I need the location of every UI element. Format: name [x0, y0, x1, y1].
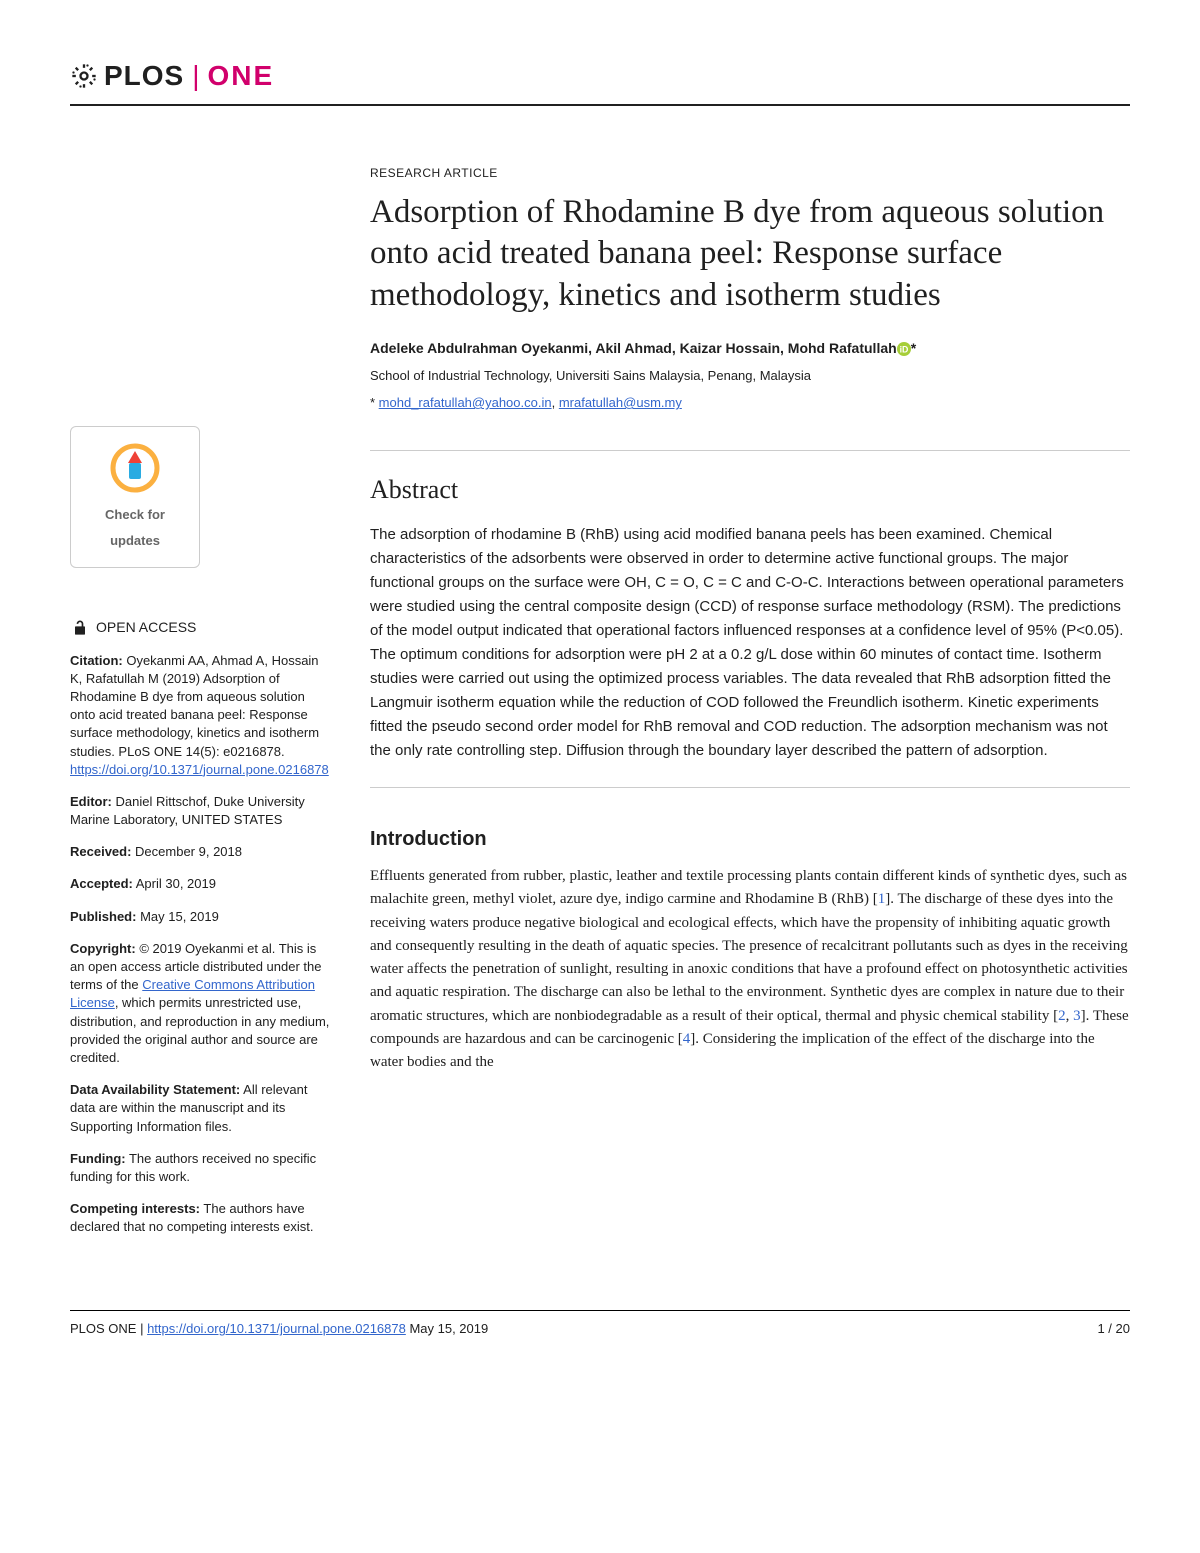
competing-block: Competing interests: The authors have de…: [70, 1200, 330, 1236]
intro-text-2: ]. The discharge of these dyes into the …: [370, 891, 1128, 1023]
affiliation: School of Industrial Technology, Univers…: [370, 368, 1130, 383]
editor-block: Editor: Daniel Rittschof, Duke Universit…: [70, 793, 330, 829]
footer-journal: PLOS ONE |: [70, 1321, 147, 1336]
received-text: December 9, 2018: [131, 844, 242, 859]
intro-text-3: ,: [1066, 1008, 1074, 1024]
citation-label: Citation:: [70, 653, 123, 668]
data-availability-block: Data Availability Statement: All relevan…: [70, 1081, 330, 1136]
journal-header: PLOS | ONE: [70, 60, 1130, 106]
logo-one-text: ONE: [208, 60, 275, 92]
crossmark-icon: [110, 443, 160, 493]
article-type: RESEARCH ARTICLE: [370, 166, 1130, 180]
published-block: Published: May 15, 2019: [70, 908, 330, 926]
footer-left: PLOS ONE | https://doi.org/10.1371/journ…: [70, 1321, 488, 1336]
ref-link-2[interactable]: 2: [1058, 1008, 1066, 1024]
authors-line: Adeleke Abdulrahman Oyekanmi, Akil Ahmad…: [370, 340, 1130, 356]
footer-date: May 15, 2019: [406, 1321, 488, 1336]
received-label: Received:: [70, 844, 131, 859]
published-label: Published:: [70, 909, 136, 924]
data-label: Data Availability Statement:: [70, 1082, 240, 1097]
abstract-heading: Abstract: [370, 450, 1130, 505]
funding-block: Funding: The authors received no specifi…: [70, 1150, 330, 1186]
copyright-label: Copyright:: [70, 941, 136, 956]
authors-names: Adeleke Abdulrahman Oyekanmi, Akil Ahmad…: [370, 340, 897, 356]
open-access-badge: OPEN ACCESS: [70, 618, 330, 638]
introduction-paragraph: Effluents generated from rubber, plastic…: [370, 865, 1130, 1074]
check-updates-line2: updates: [91, 532, 179, 550]
abstract-text: The adsorption of rhodamine B (RhB) usin…: [370, 523, 1130, 788]
editor-label: Editor:: [70, 794, 112, 809]
copyright-block: Copyright: © 2019 Oyekanmi et al. This i…: [70, 940, 330, 1067]
plos-gear-icon: [70, 62, 98, 90]
corresp-email-1[interactable]: mohd_rafatullah@yahoo.co.in: [379, 395, 552, 410]
check-updates-line1: Check for: [91, 506, 179, 524]
citation-block: Citation: Oyekanmi AA, Ahmad A, Hossain …: [70, 652, 330, 779]
page-footer: PLOS ONE | https://doi.org/10.1371/journ…: [70, 1310, 1130, 1336]
funding-label: Funding:: [70, 1151, 126, 1166]
ref-link-3[interactable]: 3: [1073, 1008, 1081, 1024]
lock-open-icon: [70, 618, 90, 638]
competing-label: Competing interests:: [70, 1201, 200, 1216]
article-content: RESEARCH ARTICLE Adsorption of Rhodamine…: [370, 166, 1130, 1250]
citation-text: Oyekanmi AA, Ahmad A, Hossain K, Rafatul…: [70, 653, 319, 759]
orcid-icon[interactable]: iD: [897, 342, 911, 356]
check-updates-badge[interactable]: Check for updates: [70, 426, 200, 568]
accepted-block: Accepted: April 30, 2019: [70, 875, 330, 893]
accepted-text: April 30, 2019: [133, 876, 216, 891]
article-title: Adsorption of Rhodamine B dye from aqueo…: [370, 192, 1130, 316]
correspondence: * mohd_rafatullah@yahoo.co.in, mrafatull…: [370, 395, 1130, 410]
accepted-label: Accepted:: [70, 876, 133, 891]
logo-plos-text: PLOS: [104, 60, 184, 92]
citation-doi-link[interactable]: https://doi.org/10.1371/journal.pone.021…: [70, 762, 329, 777]
received-block: Received: December 9, 2018: [70, 843, 330, 861]
corresp-prefix: *: [370, 395, 379, 410]
sidebar: Check for updates OPEN ACCESS Citation: …: [70, 166, 330, 1250]
main-layout: Check for updates OPEN ACCESS Citation: …: [70, 166, 1130, 1250]
footer-doi-link[interactable]: https://doi.org/10.1371/journal.pone.021…: [147, 1321, 406, 1336]
introduction-heading: Introduction: [370, 828, 1130, 851]
logo-divider: |: [192, 60, 199, 92]
corresp-asterisk: *: [911, 340, 916, 356]
svg-text:iD: iD: [899, 345, 908, 355]
footer-page-number: 1 / 20: [1097, 1321, 1130, 1336]
open-access-label: OPEN ACCESS: [96, 618, 196, 638]
corresp-email-2[interactable]: mrafatullah@usm.my: [559, 395, 682, 410]
corresp-sep: ,: [552, 395, 559, 410]
published-text: May 15, 2019: [136, 909, 218, 924]
